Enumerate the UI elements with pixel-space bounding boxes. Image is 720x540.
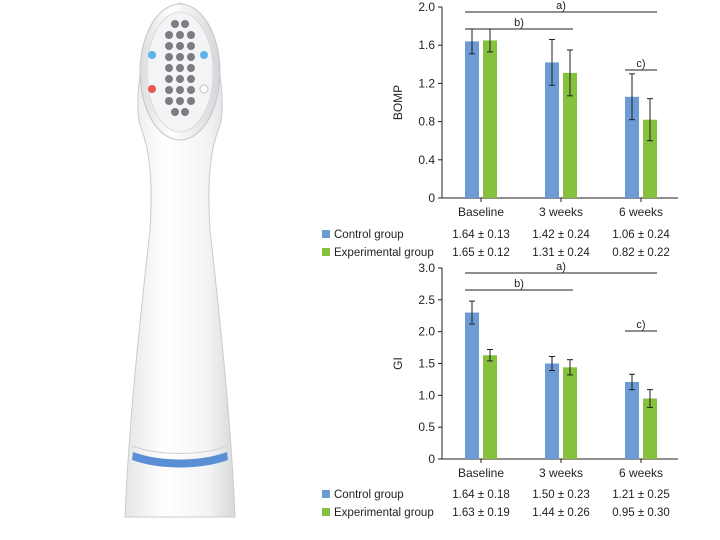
y-tick-label: 1.6 <box>418 38 435 52</box>
table-cell: 1.63 ± 0.19 <box>452 507 509 519</box>
bristle-tuft <box>176 53 184 61</box>
table-cell: 1.64 ± 0.18 <box>452 489 509 501</box>
bar-control <box>625 96 639 198</box>
table-cell: 1.64 ± 0.13 <box>452 229 509 241</box>
bar-experimental <box>643 398 657 459</box>
bristle-tuft <box>187 75 195 83</box>
bristle-tuft <box>171 108 179 116</box>
bar-control <box>465 312 479 459</box>
bar-experimental <box>643 119 657 198</box>
x-tick-label: 3 weeks <box>539 466 583 480</box>
table-cell: 1.31 ± 0.24 <box>532 247 590 259</box>
y-tick-label: 1.5 <box>418 357 435 371</box>
legend-label-control: Control group <box>334 489 404 501</box>
x-tick-label: 6 weeks <box>619 205 663 219</box>
bar-control <box>545 363 559 459</box>
bristle-tuft <box>187 64 195 72</box>
y-tick-label: 1.0 <box>418 388 435 402</box>
table-cell: 0.95 ± 0.30 <box>612 507 669 519</box>
bristle-tuft <box>176 31 184 39</box>
bar-experimental <box>483 40 497 198</box>
bristle-tuft <box>165 64 173 72</box>
legend-swatch-control <box>322 230 330 238</box>
bar-control <box>545 62 559 198</box>
bar-control <box>625 381 639 459</box>
y-tick-label: 0.4 <box>418 153 435 167</box>
table-cell: 1.65 ± 0.12 <box>452 247 509 259</box>
legend-label-experimental: Experimental group <box>334 507 434 519</box>
bar-experimental <box>563 367 577 459</box>
significance-label: a) <box>556 261 566 273</box>
x-tick-label: Baseline <box>458 466 504 480</box>
bar-control <box>465 41 479 198</box>
significance-label: c) <box>636 319 645 331</box>
bristle-tuft <box>181 108 189 116</box>
legend-swatch-control <box>322 490 330 498</box>
bristle-tuft <box>187 86 195 94</box>
bristle-tuft <box>187 42 195 50</box>
bristle-tuft <box>176 86 184 94</box>
bristle-tuft <box>171 20 179 28</box>
x-tick-label: 3 weeks <box>539 205 583 219</box>
x-tick-label: 6 weeks <box>619 466 663 480</box>
bristle-tuft <box>176 75 184 83</box>
legend-label-control: Control group <box>334 229 404 241</box>
bristle-tuft <box>176 64 184 72</box>
table-cell: 1.44 ± 0.26 <box>532 507 589 519</box>
bristle-tuft <box>165 31 173 39</box>
table-cell: 1.42 ± 0.24 <box>532 229 590 241</box>
table-cell: 1.21 ± 0.25 <box>612 489 669 501</box>
y-tick-label: 1.2 <box>418 76 435 90</box>
y-axis-label: BOMP <box>391 85 405 120</box>
y-tick-label: 0 <box>428 191 435 205</box>
y-tick-label: 0.8 <box>418 115 435 129</box>
bristle-tuft <box>176 42 184 50</box>
bristle-tuft <box>165 86 173 94</box>
significance-label: c) <box>636 58 645 70</box>
bristle-tuft <box>181 20 189 28</box>
toothbrush-head-illustration <box>124 2 236 518</box>
y-tick-label: 0 <box>428 452 435 466</box>
bristle-tuft <box>165 97 173 105</box>
significance-label: b) <box>514 278 524 290</box>
legend-swatch-experimental <box>322 508 330 516</box>
y-tick-label: 0.5 <box>418 420 435 434</box>
y-axis-label: GI <box>391 357 405 370</box>
bar-experimental <box>563 72 577 198</box>
bristle-tuft <box>187 31 195 39</box>
table-cell: 1.06 ± 0.24 <box>612 229 670 241</box>
y-tick-label: 2.5 <box>418 293 435 307</box>
y-tick-label: 2.0 <box>418 0 435 14</box>
legend-label-experimental: Experimental group <box>334 247 434 259</box>
bar-experimental <box>483 355 497 459</box>
significance-label: b) <box>514 17 524 29</box>
table-cell: 1.50 ± 0.23 <box>532 489 589 501</box>
y-tick-label: 3.0 <box>418 261 435 275</box>
significance-label: a) <box>556 0 566 12</box>
bristle-tuft <box>187 97 195 105</box>
table-cell: 0.82 ± 0.22 <box>612 247 669 259</box>
y-tick-label: 2.0 <box>418 325 435 339</box>
x-tick-label: Baseline <box>458 205 504 219</box>
bristle-tuft <box>165 53 173 61</box>
bristle-tuft <box>165 75 173 83</box>
bristle-tuft <box>176 97 184 105</box>
bristle-tuft <box>187 53 195 61</box>
bristle-tuft <box>165 42 173 50</box>
legend-swatch-experimental <box>322 248 330 256</box>
